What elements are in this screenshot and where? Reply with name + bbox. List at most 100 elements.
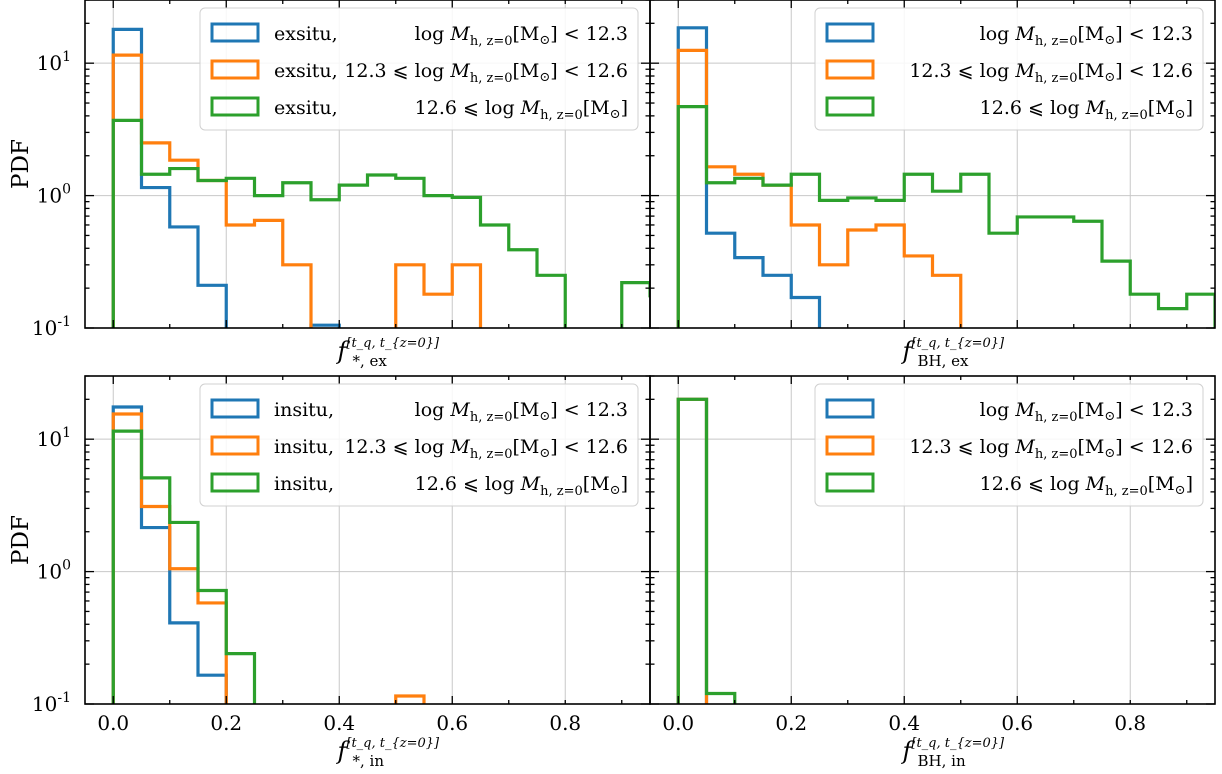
legend-sun-symbol: ⊙ [610,107,621,122]
legend-log: log [415,399,451,421]
legend-bound: 12.3 [1151,23,1193,45]
legend-unit: [M [1148,97,1175,119]
legend-unit-close: ] [621,473,628,495]
legend-bound: 12.6 [980,97,1022,119]
legend-prefix: insitu, [274,436,334,458]
legend-box [814,7,1204,131]
y-tick-base: 10 [37,51,62,75]
legend-bound: 12.6 [415,97,457,119]
legend-log: log [1050,97,1086,119]
legend-log: log [980,436,1016,458]
legend-prefix: exsitu, [274,60,338,82]
legend-le-sign: ⩽ [1022,473,1050,495]
legend-bound: 12.6 [1151,436,1193,458]
legend-condition: 12.6 ⩽ log Mh, z=0[M⊙] [415,97,628,123]
legend-sun-symbol: ⊙ [1104,446,1115,461]
legend-mass-sub: h, z=0 [1105,484,1148,499]
y-axis-label: PDF [8,139,34,189]
histogram-series-2 [111,412,426,704]
legend-mass: M [1085,97,1106,119]
legend-mass-sub: h, z=0 [470,34,513,49]
legend-mass: M [1014,60,1035,82]
legend-prefix: exsitu, [274,23,338,45]
legend-bound: 12.3 [586,23,628,45]
x-tick-label: 0.2 [210,711,242,735]
y-tick-base: 10 [37,184,62,208]
legend-sun-symbol: ⊙ [539,70,550,85]
x-axis-label-sub: *, in [353,752,385,770]
histogram-series-3 [111,118,650,328]
histogram-series-3 [111,429,257,704]
legend-le-sign: ⩽ [457,473,485,495]
legend-condition: log Mh, z=0[M⊙] < 12.3 [415,23,628,49]
histogram-series-2 [676,397,709,704]
legend-unit: [M [512,23,539,45]
legend-condition: log Mh, z=0[M⊙] < 12.3 [980,23,1193,49]
legend-bound: 12.3 [909,436,951,458]
legend-mass: M [520,473,541,495]
legend-swatch-1 [825,398,875,419]
y-tick-label: 100 [37,182,71,208]
legend-bound: 12.6 [415,473,457,495]
legend-le-sign: ⩽ [952,60,980,82]
legend-le-sign: ⩽ [387,436,415,458]
legend-unit: [M [1077,436,1104,458]
legend-condition: 12.6 ⩽ log Mh, z=0[M⊙] [415,473,628,499]
legend-lt-sign: < [1123,23,1151,45]
x-tick-label: 0.8 [549,711,581,735]
x-axis-label-sup: [t_q, t_{z=0}] [346,736,440,751]
y-axis-label: PDF [8,515,34,565]
legend-unit-close: ] [1186,97,1193,119]
legend-prefix: insitu, [274,473,334,495]
legend-unit: [M [583,97,610,119]
legend-prefix: insitu, [274,399,334,421]
x-tick-label: 0.0 [97,711,129,735]
legend-lt-sign: < [558,399,586,421]
legend-swatch-3 [210,472,260,493]
legend-mass-sub: h, z=0 [1105,108,1148,123]
legend-bound: 12.3 [586,399,628,421]
legend-mass-sub: h, z=0 [1035,71,1078,86]
legend-sun-symbol: ⊙ [1104,33,1115,48]
legend-condition: log Mh, z=0[M⊙] < 12.3 [980,399,1193,425]
y-tick-label: 101 [37,425,71,451]
histogram-series-3 [676,104,1215,328]
legend-box [814,383,1204,507]
y-tick-exponent: -1 [57,690,71,706]
legend-sun-symbol: ⊙ [610,483,621,498]
legend-unit-close: ] [621,97,628,119]
legend-bound: 12.6 [980,473,1022,495]
legend-condition: 12.3 ⩽ log Mh, z=0[M⊙] < 12.6 [344,436,628,462]
legend-mass-sub: h, z=0 [540,484,583,499]
legend-mass: M [449,399,470,421]
panel-frame [649,0,1216,329]
legend-mass-sub: h, z=0 [470,410,513,425]
x-axis-label-sup: [t_q, t_{z=0}] [911,736,1005,751]
x-axis-label: f[t_q, t_{z=0}] BH, ex [901,336,1006,370]
legend-unit: [M [1077,23,1104,45]
legend-mass: M [449,60,470,82]
legend: log Mh, z=0[M⊙] < 12.312.3 ⩽ log Mh, z=0… [814,7,1204,131]
legend-unit-close: ] [1115,399,1122,421]
y-tick-label: 101 [37,49,71,75]
legend-sun-symbol: ⊙ [539,446,550,461]
legend-log: log [980,399,1016,421]
legend-swatch-1 [210,22,260,43]
legend-sun-symbol: ⊙ [1175,107,1186,122]
legend-mass: M [1014,399,1035,421]
legend-log: log [415,23,451,45]
legend-sun-symbol: ⊙ [1175,483,1186,498]
legend-condition: 12.3 ⩽ log Mh, z=0[M⊙] < 12.6 [909,60,1193,86]
legend-bound: 12.3 [909,60,951,82]
x-tick-label: 0.0 [662,711,694,735]
x-tick-label: 0.6 [1001,711,1033,735]
legend-box [199,7,639,131]
x-axis-label: f[t_q, t_{z=0}] BH, in [901,736,1006,770]
legend-bound: 12.6 [1151,60,1193,82]
x-axis-label-sub: BH, ex [918,352,970,370]
legend: log Mh, z=0[M⊙] < 12.312.3 ⩽ log Mh, z=0… [814,383,1204,507]
legend-sun-symbol: ⊙ [1104,409,1115,424]
panel-frame [649,375,1216,705]
legend-mass: M [1085,473,1106,495]
